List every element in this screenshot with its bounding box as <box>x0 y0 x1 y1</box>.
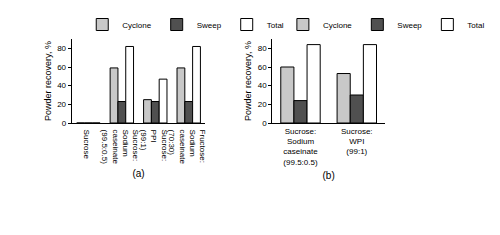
svg-text:Sucrose:WPI(99:1): Sucrose:WPI(99:1) <box>341 127 373 157</box>
svg-text:40: 40 <box>57 81 66 90</box>
svg-text:80: 80 <box>258 44 267 53</box>
svg-text:60: 60 <box>258 63 267 72</box>
svg-text:Sucrose:PPI(99:1): Sucrose:PPI(99:1) <box>139 130 169 162</box>
svg-text:20: 20 <box>57 100 66 109</box>
svg-text:Sucrose:Sodiumcaseinate(99.5:0: Sucrose:Sodiumcaseinate(99.5:0.5) <box>283 127 318 167</box>
svg-text:80: 80 <box>57 44 66 53</box>
svg-text:Total: Total <box>267 21 284 30</box>
svg-text:Sweep: Sweep <box>397 21 422 30</box>
svg-text:(a): (a) <box>132 168 144 179</box>
svg-text:Sucrose:Sodiumcaseinate(99.5:0: Sucrose:Sodiumcaseinate(99.5:0.5) <box>100 130 140 165</box>
svg-text:60: 60 <box>57 63 66 72</box>
svg-text:Fructose:Sodiumcaseinate(70:30: Fructose:Sodiumcaseinate(70:30) <box>167 130 207 165</box>
svg-text:Sweep: Sweep <box>197 21 222 30</box>
svg-text:Sucrose: Sucrose <box>82 130 91 160</box>
svg-text:Cyclone: Cyclone <box>122 21 151 30</box>
svg-text:Powder recovery, %: Powder recovery, % <box>243 41 253 121</box>
svg-text:Powder recovery, %: Powder recovery, % <box>43 41 53 121</box>
svg-text:0: 0 <box>62 119 67 128</box>
svg-text:Cyclone: Cyclone <box>323 21 352 30</box>
svg-text:0: 0 <box>262 119 267 128</box>
svg-text:Total: Total <box>467 21 484 30</box>
svg-text:40: 40 <box>258 81 267 90</box>
svg-text:(b): (b) <box>323 170 335 181</box>
svg-text:20: 20 <box>258 100 267 109</box>
